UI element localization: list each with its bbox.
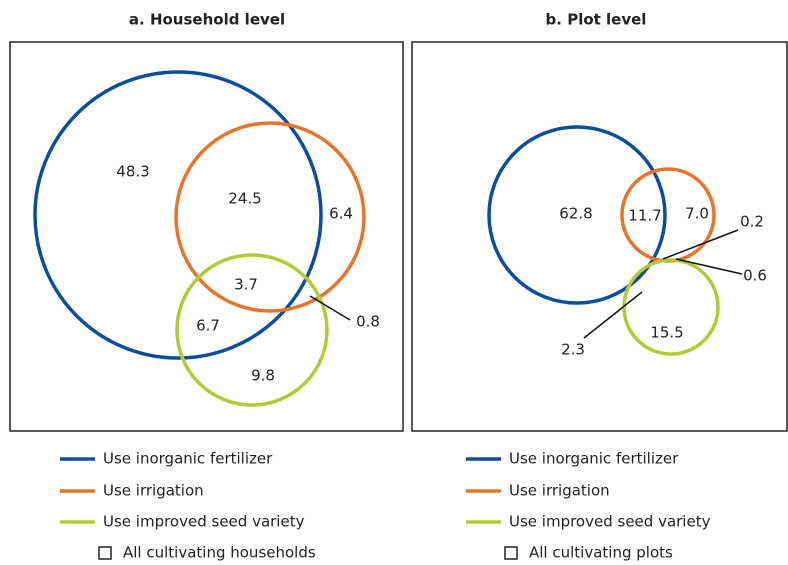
region-label: 2.3 — [561, 341, 585, 359]
venn-circle — [174, 121, 366, 313]
leader-line — [309, 295, 351, 321]
venn-circle — [487, 125, 667, 305]
region-label: 11.7 — [628, 207, 661, 225]
region-label: 24.5 — [228, 190, 261, 208]
region-label: 0.6 — [743, 267, 767, 285]
legend-label: Use improved seed variety — [509, 513, 711, 531]
legend-label: Use irrigation — [509, 482, 610, 500]
leader-line — [583, 291, 643, 339]
region-label: 62.8 — [559, 205, 592, 223]
panel-frame — [411, 41, 788, 432]
legend-swatch — [504, 546, 518, 560]
legend-label: Use irrigation — [103, 482, 204, 500]
region-label: 7.0 — [685, 205, 709, 223]
panel-frame — [9, 41, 404, 432]
region-label: 9.8 — [251, 367, 275, 385]
venn-circle — [175, 253, 329, 407]
legend-label: Use inorganic fertilizer — [509, 450, 679, 468]
leader-line — [675, 258, 743, 275]
region-label: 48.3 — [116, 163, 149, 181]
leader-line — [662, 229, 739, 260]
region-label: 0.8 — [356, 313, 380, 331]
legend-label: All cultivating plots — [529, 544, 673, 562]
region-label: 3.7 — [234, 276, 258, 294]
legend-swatch — [98, 546, 112, 560]
legend-label: Use improved seed variety — [103, 513, 305, 531]
panel-title: a. Household level — [129, 11, 285, 29]
panel-title: b. Plot level — [546, 11, 647, 29]
legend-label: Use inorganic fertilizer — [103, 450, 273, 468]
region-label: 15.5 — [650, 324, 683, 342]
region-label: 6.7 — [196, 317, 220, 335]
legend-label: All cultivating households — [123, 544, 316, 562]
region-label: 0.2 — [740, 213, 764, 231]
venn-circle — [33, 70, 323, 360]
region-label: 6.4 — [329, 205, 353, 223]
